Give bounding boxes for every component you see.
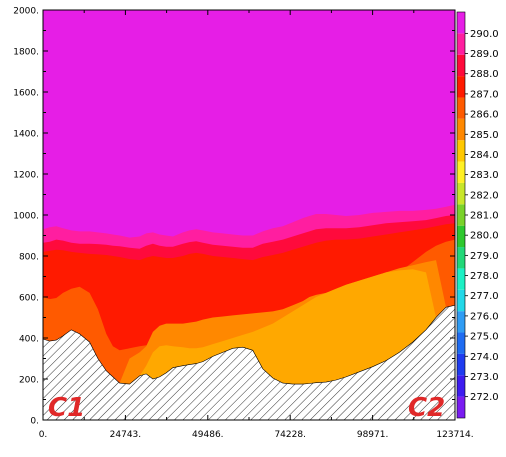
y-tick-label: 2000. <box>13 7 39 17</box>
x-tick-label: 24743. <box>110 430 142 440</box>
colorbar-segment <box>457 353 465 376</box>
y-tick-label: 400. <box>19 335 39 345</box>
y-tick-label: 1600. <box>13 89 39 99</box>
colorbar-segment <box>457 161 465 183</box>
annotation-c2: C2 <box>408 393 445 423</box>
colorbar-label: 280.0 <box>470 231 499 242</box>
colorbar-segment <box>457 396 465 418</box>
colorbar-label: 289.0 <box>470 49 499 60</box>
x-tick-label: 0. <box>39 430 48 440</box>
colorbar-segment <box>457 289 465 312</box>
colorbar-label: 278.0 <box>470 271 499 282</box>
colorbar-label: 281.0 <box>470 211 499 222</box>
x-tick-label: 49486. <box>192 430 224 440</box>
colorbar-segment <box>457 12 465 34</box>
plot-area <box>43 10 455 420</box>
colorbar-segment <box>457 247 465 269</box>
x-tick-label: 98971. <box>357 430 389 440</box>
y-tick-label: 800. <box>19 253 39 263</box>
colorbar-label: 276.0 <box>470 311 499 322</box>
colorbar-segment <box>457 140 465 162</box>
colorbar-label: 286.0 <box>470 110 499 121</box>
colorbar-segment <box>457 225 465 248</box>
colorbar-segment <box>457 97 465 119</box>
colorbar-segment <box>457 54 465 77</box>
colorbar-label: 284.0 <box>470 150 499 161</box>
colorbar-label: 274.0 <box>470 352 499 363</box>
colorbar-label: 273.0 <box>470 372 499 383</box>
colorbar-segment <box>457 311 465 333</box>
colorbar-segment <box>457 118 465 141</box>
colorbar-label: 288.0 <box>470 69 499 80</box>
y-tick-label: 200. <box>19 376 39 386</box>
y-tick-label: 0. <box>30 417 39 427</box>
colorbar-segment <box>457 33 465 55</box>
colorbar-segment <box>457 182 465 205</box>
contour-band-284-0 <box>43 269 455 385</box>
colorbar-label: 285.0 <box>470 130 499 141</box>
x-tick-label: 123714. <box>436 430 473 440</box>
terrain-hatch <box>43 304 455 420</box>
y-tick-label: 1400. <box>13 130 39 140</box>
colorbar-segment <box>457 268 465 290</box>
axes: 0. 200. 400. 600. 800. 1000. 1200. 1400. 1600. 18… <box>13 7 473 441</box>
colorbar-label: 287.0 <box>470 89 499 100</box>
colorbar-segment <box>457 332 465 354</box>
y-tick-label: 1800. <box>13 48 39 58</box>
colorbar-label: 279.0 <box>470 251 499 262</box>
colorbar-label: 277.0 <box>470 291 499 302</box>
x-tick-label: 74228. <box>274 430 306 440</box>
colorbar-label: 282.0 <box>470 190 499 201</box>
colorbar-label: 272.0 <box>470 392 499 403</box>
colorbar-segment <box>457 375 465 397</box>
y-tick-label: 600. <box>19 294 39 304</box>
y-tick-label: 1000. <box>13 212 39 222</box>
colorbar-label: 290.0 <box>470 29 499 40</box>
annotation-c1: C1 <box>48 393 85 423</box>
colorbar-segment <box>457 204 465 226</box>
colorbar-label: 283.0 <box>470 170 499 181</box>
colorbar: 272.0 273.0 274.0 275.0 276.0 277.0 278.0 279.0… <box>456 11 499 419</box>
colorbar-segment <box>457 76 465 98</box>
y-tick-label: 1200. <box>13 171 39 181</box>
colorbar-label: 275.0 <box>470 332 499 343</box>
